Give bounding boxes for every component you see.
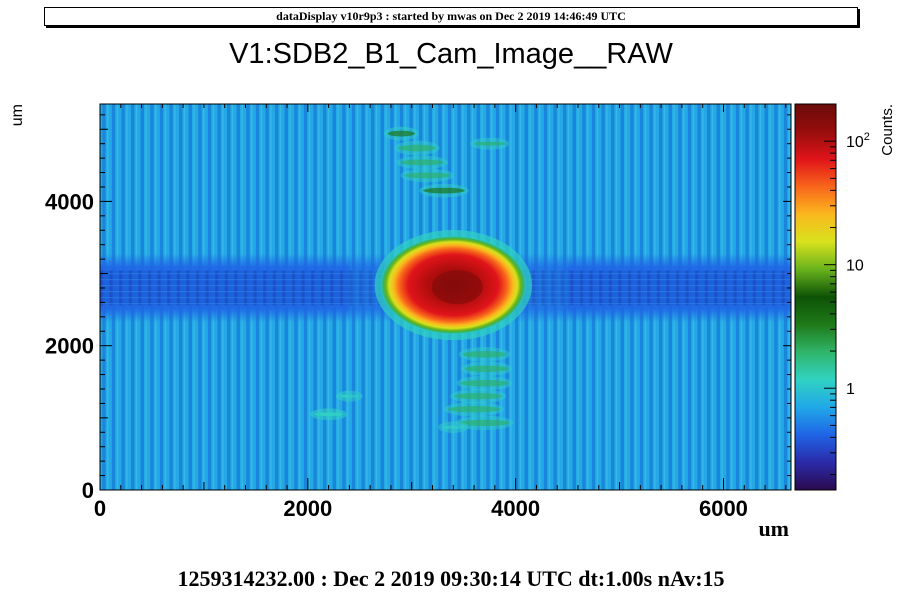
x-axis-label: um (758, 516, 789, 541)
x-axis: 0 2000 4000 6000 (94, 104, 787, 521)
color-scale-bar: 1 10 102 Counts. (794, 103, 896, 491)
plot-frame (99, 103, 792, 491)
y-tick-label: 0 (82, 478, 94, 503)
color-scale-gradient (794, 103, 837, 491)
heatmap-chart: 0 2000 4000 6000 0 2000 4000 um um 1 10 102 Cou… (9, 103, 896, 541)
y-axis-label: um (9, 104, 26, 126)
heatmap-plot-area (99, 103, 792, 491)
x-tick-label: 6000 (699, 496, 748, 521)
z-tick-label: 102 (846, 131, 870, 151)
z-tick-label: 1 (846, 381, 855, 398)
color-scale-axis: 1 10 102 (824, 103, 870, 476)
footer-timestamp: 1259314232.00 : Dec 2 2019 09:30:14 UTC … (177, 566, 725, 591)
plot-title: V1:SDB2_B1_Cam_Image__RAW (229, 38, 673, 70)
lower-fringe (314, 412, 344, 417)
main-spot-core (431, 269, 483, 305)
header-banner: dataDisplay v10r9p3 : started by mwas on… (44, 7, 858, 26)
color-scale-label: Counts. (879, 104, 896, 156)
x-tick-label: 2000 (283, 496, 332, 521)
x-tick-label: 0 (94, 496, 106, 521)
header-text: dataDisplay v10r9p3 : started by mwas on… (276, 9, 626, 23)
z-tick-label: 10 (846, 258, 864, 275)
y-axis: 0 2000 4000 (45, 114, 791, 503)
y-tick-label: 2000 (45, 334, 94, 359)
x-tick-label: 4000 (491, 496, 540, 521)
y-tick-label: 4000 (45, 189, 94, 214)
